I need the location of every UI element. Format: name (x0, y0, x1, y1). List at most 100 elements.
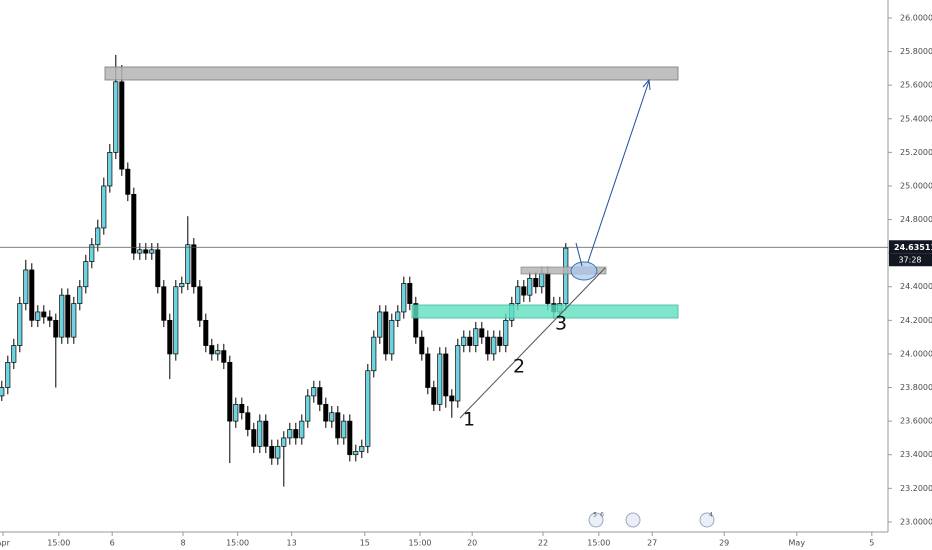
y-tick-label: 25.00000 (900, 181, 932, 190)
y-tick-label: 24.80000 (900, 215, 932, 224)
candle-body (245, 412, 251, 430)
candle-body (287, 429, 293, 439)
y-tick-label: 23.80000 (900, 383, 932, 392)
x-tick-label: 5 (869, 539, 874, 548)
candle-body (323, 403, 329, 422)
candle-body (239, 403, 245, 414)
candle-body (257, 420, 263, 447)
small-zone (520, 266, 607, 275)
candle-body (389, 319, 395, 355)
candle-body (269, 445, 275, 459)
x-tick-label: 29 (719, 539, 729, 548)
candle-body (227, 361, 233, 422)
candle-body (527, 277, 533, 296)
highlight-ellipse (570, 261, 598, 281)
events: 5 6 4 (588, 512, 715, 528)
arrow (587, 80, 650, 263)
candle-body (425, 353, 431, 388)
candle-body (491, 336, 497, 355)
candle-body (443, 353, 449, 397)
candle-body (485, 336, 491, 355)
y-tick-label: 24.00000 (900, 349, 932, 358)
candle-body (29, 269, 35, 321)
event-count: 5 (593, 512, 597, 519)
x-tick-label: 15:00 (408, 539, 431, 548)
arrow-head (642, 78, 651, 91)
candle-body (5, 361, 11, 388)
candle-body (479, 328, 485, 338)
x-tick-label: 13 (287, 539, 297, 548)
candle-body (545, 272, 551, 304)
candle-body (521, 286, 527, 296)
y-tick-label: 23.20000 (900, 484, 932, 493)
candle-body (119, 81, 125, 170)
candle-body (473, 328, 479, 346)
candle-body (395, 311, 401, 321)
candle-body (203, 319, 209, 346)
x-tick-label: 27 (647, 539, 657, 548)
candle-body (107, 152, 113, 187)
y-tick-label: 23.60000 (900, 417, 932, 426)
y-tick-label: 23.00000 (900, 517, 932, 526)
y-tick-label: 24.20000 (900, 316, 932, 325)
y-tick-label: 26.00000 (900, 13, 932, 22)
candle-body (299, 420, 305, 439)
candles (0, 54, 569, 487)
x-tick-label: 20 (467, 539, 477, 548)
event-count: 4 (709, 512, 713, 519)
candle-body (407, 283, 413, 304)
countdown-box (889, 253, 932, 267)
candle-body (413, 303, 419, 338)
candle-body (461, 336, 467, 346)
candle-body (431, 387, 437, 405)
candle-body (515, 286, 521, 304)
x-tick-label: May (789, 539, 806, 548)
candle-body (113, 81, 119, 153)
candle-body (401, 283, 407, 313)
candle-body (377, 311, 383, 338)
arrow-small (575, 242, 583, 267)
candle-body (341, 420, 347, 439)
x-tick-label: 22 (538, 539, 548, 548)
y-tick-label: 25.80000 (900, 47, 932, 56)
candle-body (59, 294, 65, 338)
candle-body (419, 336, 425, 355)
candle-body (383, 311, 389, 355)
candle-body (215, 350, 221, 355)
candle-body (71, 303, 77, 338)
candle-body (275, 445, 281, 459)
candle-body (53, 319, 59, 338)
candle-body (263, 420, 269, 447)
candle-body (497, 336, 503, 346)
candle-body (467, 336, 473, 346)
candle-body (191, 244, 197, 288)
countdown-label: 37:28 (898, 255, 921, 264)
candle-body (149, 249, 155, 254)
candle-body (77, 286, 83, 304)
resistance-zone (104, 66, 679, 81)
wave-label: 1 (463, 409, 475, 431)
candle-body (11, 345, 17, 363)
candle-body (371, 336, 377, 372)
candle-body (155, 249, 161, 288)
event-icon (699, 512, 715, 528)
y-tick-label: 25.60000 (900, 81, 932, 90)
candle-body (317, 387, 323, 405)
candle-body (539, 272, 545, 288)
candle-body (35, 311, 41, 321)
candle-body (47, 316, 53, 321)
candle-body (455, 345, 461, 402)
support-zone (411, 304, 679, 319)
candle-body (23, 269, 29, 304)
candle-body (251, 429, 257, 447)
y-tick-label: 25.20000 (900, 148, 932, 157)
candle-body (167, 319, 173, 355)
x-tick-label: 15:00 (47, 539, 70, 548)
candle-body (83, 261, 89, 288)
candle-body (143, 249, 149, 254)
event-icon (588, 512, 604, 528)
wave-label: 2 (513, 356, 525, 378)
